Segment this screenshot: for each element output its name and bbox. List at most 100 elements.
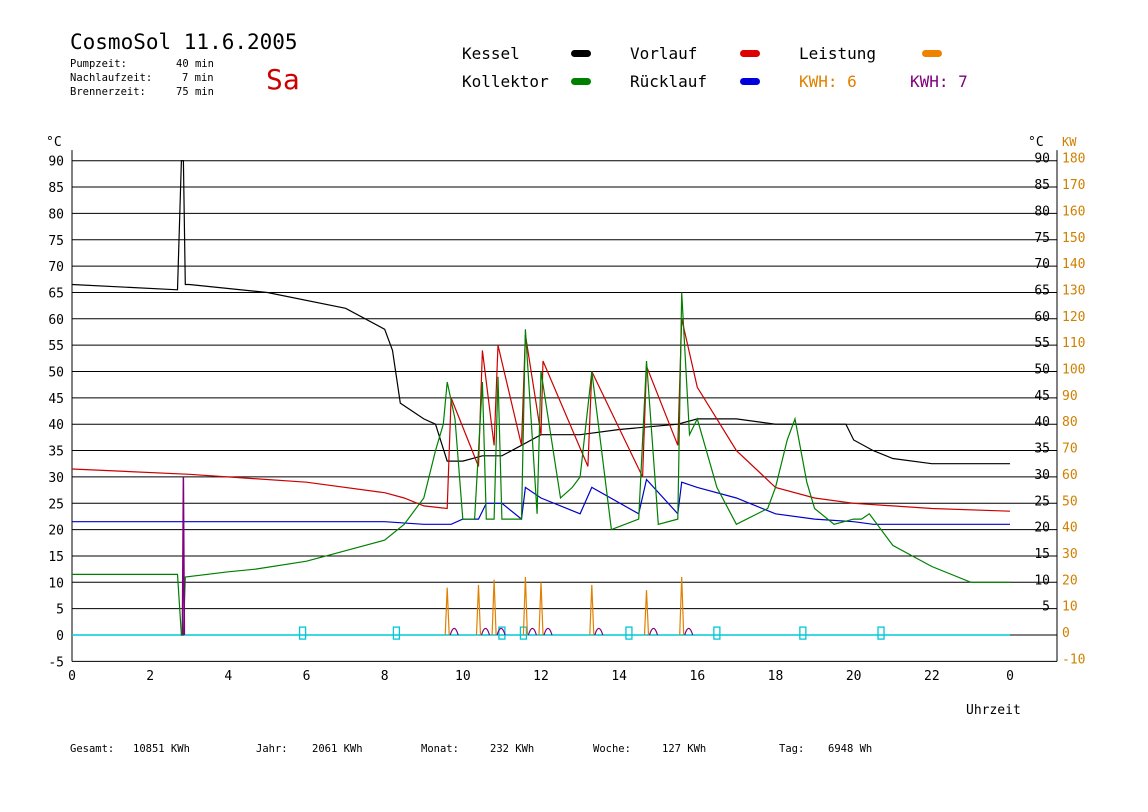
ytick-left-60: 60 — [48, 313, 64, 328]
ytick-left-90: 90 — [48, 155, 64, 170]
ytick-right-temp-70: 70 — [1034, 257, 1050, 272]
ylabel-right-kw: KW — [1062, 135, 1077, 149]
power-spike-6 — [643, 590, 650, 636]
footer-tag-label: Tag: — [779, 743, 805, 755]
ytick-right-temp-50: 50 — [1034, 363, 1050, 378]
xlabel: Uhrzeit — [966, 703, 1021, 718]
ytick-left-20: 20 — [48, 524, 64, 539]
xtick-4: 8 — [381, 669, 389, 684]
pumpzeit-label: Pumpzeit: — [70, 58, 127, 70]
brennerzeit-value: 75 min — [176, 86, 214, 98]
nachlaufzeit-value: 7 min — [182, 72, 214, 84]
axis-labels: -5051015202530354045505560657075808590°C… — [46, 135, 1085, 718]
ytick-right-temp-10: 10 — [1034, 573, 1050, 588]
footer-gesamt-label: Gesamt: — [70, 743, 115, 755]
ytick-right-kw--10: -10 — [1062, 652, 1085, 667]
ytick-left-75: 75 — [48, 234, 64, 249]
energy-bump-4 — [543, 627, 553, 636]
ytick-left-35: 35 — [48, 445, 64, 460]
xtick-5: 10 — [455, 669, 471, 684]
ytick-right-kw-90: 90 — [1062, 389, 1078, 404]
nachlaufzeit-label: Nachlaufzeit: — [70, 72, 153, 84]
ytick-left-45: 45 — [48, 392, 64, 407]
ytick-right-kw-100: 100 — [1062, 363, 1085, 378]
legend-leistung-swatch — [922, 50, 942, 57]
ytick-right-kw-140: 140 — [1062, 257, 1085, 272]
energy-bump-6 — [648, 627, 659, 636]
footer-woche-value: 127 KWh — [662, 743, 707, 755]
series-line-1 — [71, 318, 1011, 512]
xtick-2: 4 — [224, 669, 232, 684]
ytick-right-kw-70: 70 — [1062, 442, 1078, 457]
ytick-left-15: 15 — [48, 550, 64, 565]
ytick-right-temp-85: 85 — [1034, 178, 1050, 193]
xtick-3: 6 — [303, 669, 311, 684]
legend-kollektor-label: Kollektor — [462, 72, 549, 91]
footer-jahr-value: 2061 KWh — [312, 743, 363, 755]
ytick-right-kw-150: 150 — [1062, 231, 1085, 246]
power-spike-4 — [538, 582, 544, 636]
ytick-right-temp-20: 20 — [1034, 521, 1050, 536]
cyan-marker-4 — [625, 626, 633, 640]
series-layer — [71, 160, 1011, 640]
ytick-right-temp-55: 55 — [1034, 336, 1050, 351]
ylabel-left: °C — [46, 135, 62, 150]
power-spike-1 — [475, 584, 482, 636]
ytick-right-temp-25: 25 — [1034, 494, 1050, 509]
ytick-left-5: 5 — [56, 603, 64, 618]
ytick-right-kw-30: 30 — [1062, 547, 1078, 562]
ytick-left-80: 80 — [48, 207, 64, 222]
footer-jahr-label: Jahr: — [256, 743, 288, 755]
legend-kwh-orange: KWH: 6 — [799, 72, 857, 91]
ylabel-right-temp: °C — [1028, 135, 1044, 150]
cyan-marker-7 — [877, 626, 885, 640]
cyan-marker-5 — [713, 626, 721, 640]
ytick-left-85: 85 — [48, 181, 64, 196]
ytick-right-kw-10: 10 — [1062, 600, 1078, 615]
xtick-12: 0 — [1006, 669, 1014, 684]
ytick-left-30: 30 — [48, 471, 64, 486]
grid-lines — [71, 150, 1058, 662]
weekday-label: Sa — [266, 63, 300, 96]
legend-kessel-label: Kessel — [462, 44, 520, 63]
ytick-right-temp-65: 65 — [1034, 283, 1050, 298]
ytick-right-kw-130: 130 — [1062, 283, 1085, 298]
legend-kwh-purple: KWH: 7 — [910, 72, 968, 91]
power-spike-7 — [679, 576, 685, 636]
energy-bump-5 — [594, 627, 604, 636]
purple-spike — [181, 476, 186, 636]
legend-ruecklauf-swatch — [740, 78, 760, 85]
energy-bump-7 — [684, 627, 694, 636]
legend-ruecklauf-label: Rücklauf — [630, 72, 708, 91]
footer-monat-label: Monat: — [421, 743, 459, 755]
series-line-0 — [71, 160, 1010, 465]
xtick-8: 16 — [690, 669, 706, 684]
pumpzeit-value: 40 min — [176, 58, 214, 70]
energy-bump-3 — [527, 627, 537, 636]
legend-vorlauf-swatch — [740, 50, 760, 57]
xtick-1: 2 — [146, 669, 154, 684]
legend-kollektor-swatch — [571, 78, 591, 85]
ytick-right-kw-60: 60 — [1062, 468, 1078, 483]
power-spike-3 — [522, 576, 528, 636]
energy-bump-1 — [480, 627, 491, 636]
ytick-right-kw-20: 20 — [1062, 573, 1078, 588]
xtick-0: 0 — [68, 669, 76, 684]
ytick-right-temp-75: 75 — [1034, 231, 1050, 246]
ytick-right-kw-170: 170 — [1062, 178, 1085, 193]
ytick-right-temp-5: 5 — [1042, 600, 1050, 615]
ytick-right-temp-40: 40 — [1034, 415, 1050, 430]
ytick-left-65: 65 — [48, 286, 64, 301]
ytick-right-kw-120: 120 — [1062, 310, 1085, 325]
legend-kessel-swatch — [571, 50, 591, 57]
legend-leistung-label: Leistung — [799, 44, 877, 63]
cyan-marker-0 — [298, 626, 307, 640]
footer-woche-label: Woche: — [593, 743, 631, 755]
power-spike-2 — [491, 579, 497, 636]
ytick-right-kw-160: 160 — [1062, 204, 1085, 219]
ytick-right-temp-60: 60 — [1034, 310, 1050, 325]
ytick-left--5: -5 — [48, 655, 64, 670]
xtick-6: 12 — [533, 669, 549, 684]
ytick-right-temp-15: 15 — [1034, 547, 1050, 562]
ytick-left-50: 50 — [48, 366, 64, 381]
